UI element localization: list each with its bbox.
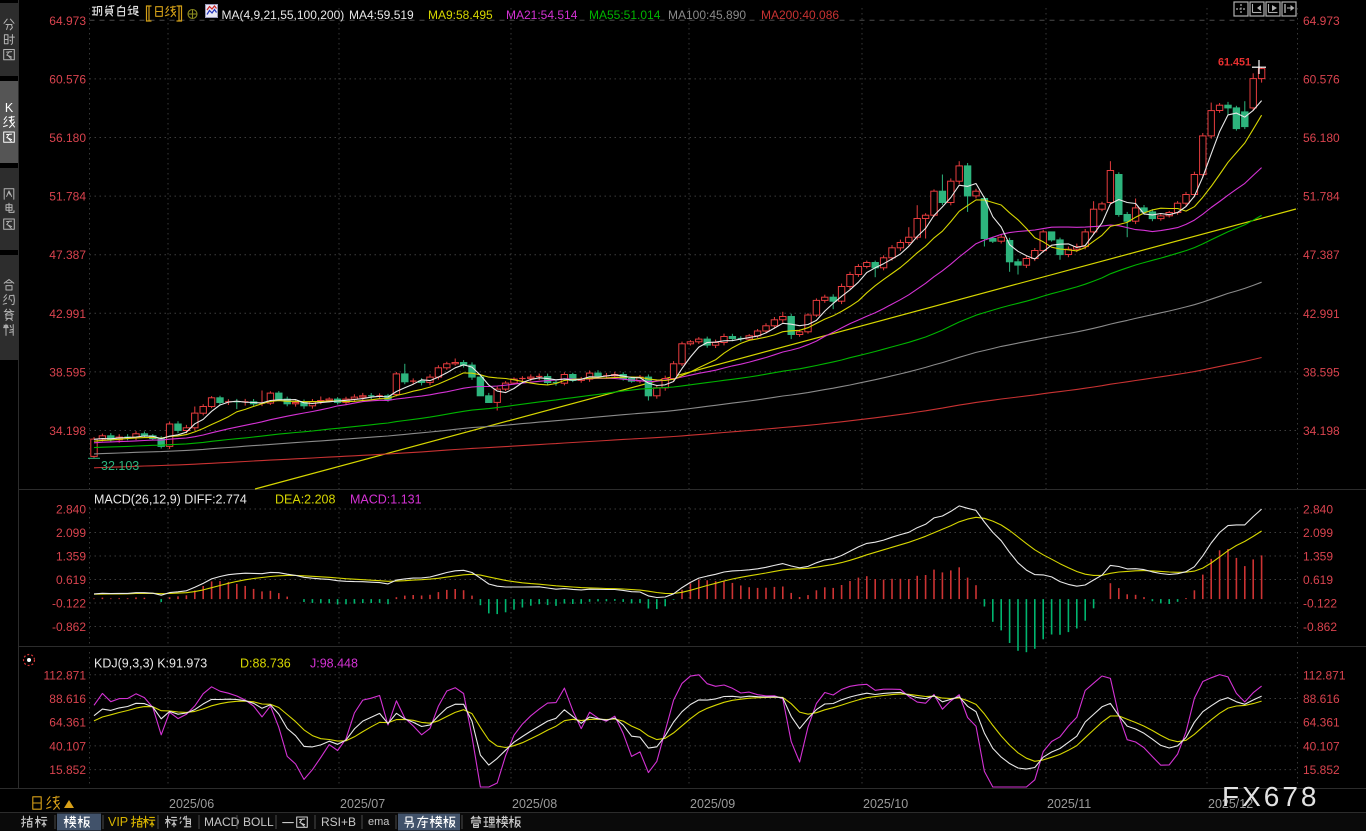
svg-text:MA4:59.519: MA4:59.519 xyxy=(349,8,414,22)
svg-text:64.361: 64.361 xyxy=(1303,716,1340,730)
svg-text:BOLL: BOLL xyxy=(243,815,274,829)
svg-text:34.198: 34.198 xyxy=(49,424,86,438)
svg-text:D:88.736: D:88.736 xyxy=(240,657,291,671)
svg-text:112.871: 112.871 xyxy=(1303,668,1346,682)
svg-text:2.840: 2.840 xyxy=(1303,503,1333,517)
svg-text:MA(4,9,21,55,100,200): MA(4,9,21,55,100,200) xyxy=(222,8,345,22)
svg-text:MACD: MACD xyxy=(204,815,240,829)
svg-text:47.387: 47.387 xyxy=(49,248,86,262)
svg-text:-0.122: -0.122 xyxy=(1303,597,1337,611)
svg-text:2025/08: 2025/08 xyxy=(512,797,557,811)
svg-text:MACD(26,12,9) DIFF:2.774: MACD(26,12,9) DIFF:2.774 xyxy=(94,493,247,507)
svg-text:-0.862: -0.862 xyxy=(1303,620,1337,634)
svg-text:38.595: 38.595 xyxy=(49,365,86,379)
svg-text:88.616: 88.616 xyxy=(1303,692,1340,706)
svg-text:61.451: 61.451 xyxy=(1218,57,1251,69)
svg-text:-0.122: -0.122 xyxy=(52,597,86,611)
svg-text:112.871: 112.871 xyxy=(44,668,87,682)
svg-text:42.991: 42.991 xyxy=(1303,307,1340,321)
svg-text:-0.862: -0.862 xyxy=(52,620,86,634)
svg-text:1.359: 1.359 xyxy=(1303,550,1333,564)
svg-text:K: K xyxy=(5,101,14,115)
svg-text:MA100:45.890: MA100:45.890 xyxy=(668,8,746,22)
svg-text:40.107: 40.107 xyxy=(49,739,86,753)
svg-text:MACD:1.131: MACD:1.131 xyxy=(350,493,422,507)
svg-text:2.840: 2.840 xyxy=(56,503,86,517)
svg-text:64.973: 64.973 xyxy=(1303,14,1340,28)
svg-text:60.576: 60.576 xyxy=(49,72,86,86)
svg-text:MA21:54.514: MA21:54.514 xyxy=(506,8,578,22)
svg-text:2.099: 2.099 xyxy=(56,526,86,540)
svg-text:MA55:51.014: MA55:51.014 xyxy=(589,8,661,22)
svg-text:42.991: 42.991 xyxy=(49,307,86,321)
svg-text:2.099: 2.099 xyxy=(1303,526,1333,540)
svg-text:FX678: FX678 xyxy=(1222,781,1320,812)
svg-text:34.198: 34.198 xyxy=(1303,424,1340,438)
svg-text:40.107: 40.107 xyxy=(1303,739,1340,753)
svg-text:56.180: 56.180 xyxy=(1303,131,1340,145)
svg-text:KDJ(9,3,3) K:91.973: KDJ(9,3,3) K:91.973 xyxy=(94,657,207,671)
svg-text:47.387: 47.387 xyxy=(1303,248,1340,262)
svg-text:15.852: 15.852 xyxy=(1303,763,1340,777)
svg-text:32.103: 32.103 xyxy=(101,459,139,473)
svg-text:2025/11: 2025/11 xyxy=(1047,797,1091,811)
svg-text:0.619: 0.619 xyxy=(56,573,86,587)
svg-text:56.180: 56.180 xyxy=(49,131,86,145)
svg-text:1.359: 1.359 xyxy=(56,550,86,564)
svg-text:DEA:2.208: DEA:2.208 xyxy=(275,493,336,507)
svg-text:ema: ema xyxy=(368,816,390,828)
svg-text:64.973: 64.973 xyxy=(49,14,86,28)
svg-text:2025/10: 2025/10 xyxy=(863,797,908,811)
svg-text:2025/12: 2025/12 xyxy=(1208,797,1253,811)
svg-text:MA9:58.495: MA9:58.495 xyxy=(428,8,493,22)
svg-text:2025/06: 2025/06 xyxy=(169,797,214,811)
svg-text:J:98.448: J:98.448 xyxy=(310,657,358,671)
svg-text:38.595: 38.595 xyxy=(1303,365,1340,379)
svg-text:51.784: 51.784 xyxy=(1303,190,1340,204)
svg-text:MA200:40.086: MA200:40.086 xyxy=(761,8,839,22)
svg-text:2025/07: 2025/07 xyxy=(340,797,385,811)
svg-text:VIP: VIP xyxy=(108,815,128,829)
svg-text:RSI+B: RSI+B xyxy=(321,815,356,829)
svg-text:60.576: 60.576 xyxy=(1303,72,1340,86)
svg-text:2025/09: 2025/09 xyxy=(690,797,735,811)
svg-text:0.619: 0.619 xyxy=(1303,573,1333,587)
svg-text:51.784: 51.784 xyxy=(49,190,86,204)
svg-text:88.616: 88.616 xyxy=(49,692,86,706)
svg-text:64.361: 64.361 xyxy=(49,716,86,730)
svg-text:15.852: 15.852 xyxy=(49,763,86,777)
